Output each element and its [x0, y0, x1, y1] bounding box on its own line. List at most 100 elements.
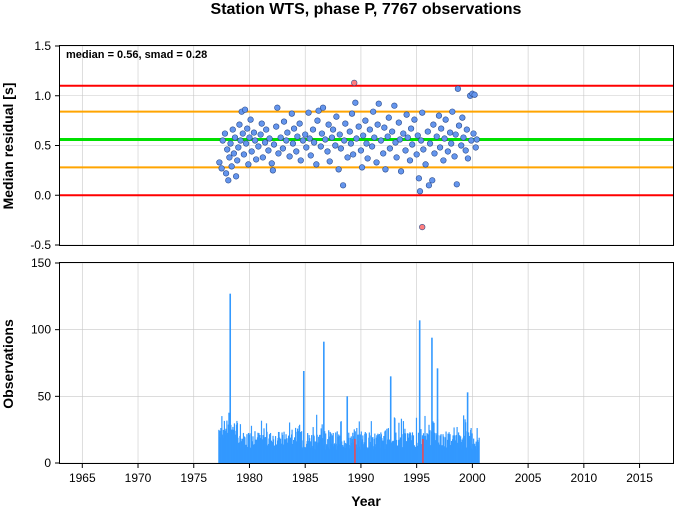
observation-bar [324, 431, 326, 463]
residual-point [406, 157, 414, 164]
residual-point [224, 146, 231, 153]
residual-point [420, 146, 427, 153]
residual-point [222, 170, 230, 177]
reference-lines [60, 84, 673, 197]
residual-point [302, 131, 309, 138]
residual-point [253, 156, 260, 163]
residual-point [225, 177, 232, 184]
residual-point [348, 110, 356, 117]
residual-point [449, 108, 456, 115]
observation-bar [463, 415, 465, 463]
observation-bar [465, 422, 467, 463]
residual-point [265, 147, 272, 154]
residual-point [259, 154, 266, 161]
residual-panel: -0.5 0.0 0.5 1.0 1.5 median = 0.56, smad = 0… [0, 39, 674, 252]
residual-point [322, 136, 329, 143]
residual-point [335, 166, 342, 173]
x-tick-label: 1995 [403, 471, 430, 485]
residual-point [299, 137, 307, 144]
residual-point [297, 157, 304, 164]
residual-point [235, 144, 242, 151]
observation-bar [291, 429, 293, 463]
residual-points [216, 79, 480, 231]
residual-point [329, 126, 337, 133]
x-tick-label: 1980 [236, 471, 263, 485]
residual-point [471, 91, 478, 98]
observation-bar [478, 437, 480, 463]
residual-point [219, 137, 226, 144]
residual-point [362, 117, 369, 124]
residual-point [416, 188, 424, 195]
observation-bar [428, 424, 430, 463]
observation-bar [370, 421, 372, 463]
residual-point [414, 132, 421, 139]
residual-point [473, 136, 480, 143]
residual-point [221, 130, 229, 137]
y-tick-label: -0.5 [30, 238, 51, 252]
residual-point [470, 130, 477, 137]
residual-point [268, 160, 275, 167]
observation-bar [301, 431, 303, 463]
residual-point [446, 129, 454, 136]
residual-point [237, 137, 244, 144]
residual-point [251, 137, 259, 144]
residual-point [294, 133, 301, 140]
residual-point [342, 120, 349, 127]
observation-bar [471, 433, 473, 463]
residual-point [370, 108, 377, 115]
observation-bar [384, 430, 386, 463]
residual-point [266, 135, 273, 142]
residual-point [464, 155, 472, 162]
residual-point [373, 159, 380, 166]
residual-point [403, 111, 410, 118]
y-tick-label: 1.5 [34, 39, 51, 53]
observation-peak-bar [389, 376, 392, 463]
residual-point [339, 182, 347, 189]
residual-point [250, 129, 258, 136]
residual-point [438, 125, 445, 132]
residual-point [240, 151, 247, 158]
residual-point [313, 161, 320, 168]
x-tick-label: 1990 [348, 471, 375, 485]
x-tick-label: 1985 [292, 471, 319, 485]
residual-point [332, 142, 339, 149]
residual-point [229, 126, 236, 133]
residual-point [374, 121, 381, 128]
x-tick-label: 2005 [515, 471, 542, 485]
residual-point [442, 116, 449, 123]
y-tick-label: 150 [31, 256, 51, 270]
residual-point [347, 140, 354, 147]
residual-point [460, 134, 467, 141]
residual-point [309, 126, 317, 133]
year-x-ticks: 1965 1970 1975 1980 1985 1990 1995 2000 2005 2010… [69, 463, 653, 485]
observation-peak-bar [229, 293, 232, 463]
residual-point [468, 137, 475, 144]
observations-y-ticks: 0 50 100 150 [31, 256, 60, 470]
residual-point [227, 140, 234, 147]
x-tick-label: 1965 [69, 471, 96, 485]
residual-point [411, 116, 418, 123]
residual-point [452, 131, 459, 138]
residual-point [216, 159, 223, 166]
residual-point [346, 128, 353, 135]
observation-bar [426, 433, 429, 463]
residual-point [407, 125, 415, 132]
observation-bar [288, 422, 291, 463]
outlier-bar [354, 439, 356, 463]
residual-point [303, 144, 310, 151]
residual-point [258, 120, 265, 127]
residual-point [277, 134, 284, 141]
residual-point [436, 144, 444, 151]
residual-point [441, 135, 448, 142]
residual-point [241, 106, 249, 113]
x-tick-label: 2000 [459, 471, 486, 485]
residual-point [255, 143, 262, 150]
residual-point [234, 157, 241, 164]
observation-bar [445, 431, 447, 463]
observations-frame [59, 262, 674, 464]
residual-point [366, 126, 373, 133]
residual-point [311, 139, 318, 146]
observation-bar [470, 428, 472, 463]
residual-point [453, 181, 460, 188]
